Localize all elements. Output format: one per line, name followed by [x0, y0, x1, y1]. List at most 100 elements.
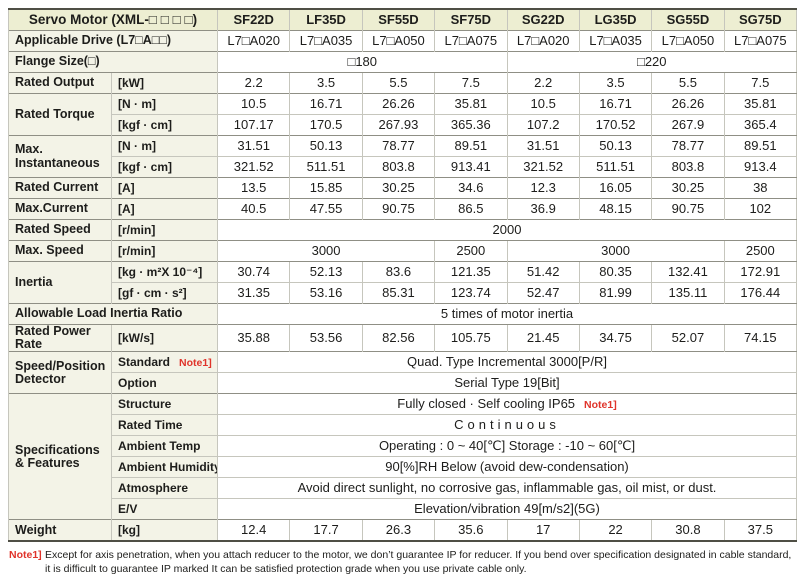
- value-cell: 31.35: [216, 282, 290, 304]
- value-cell: 51.42: [506, 261, 580, 283]
- sub-label: [kg · m²X 10⁻⁴]: [111, 261, 218, 283]
- column-header: SG75D: [723, 9, 797, 31]
- sub-label: [A]: [111, 177, 218, 199]
- sub-label: Standard Note1]: [111, 351, 218, 373]
- sub-label: [kgf · cm]: [111, 114, 218, 136]
- sub-label: Atmosphere: [111, 477, 218, 499]
- value-cell: 3000: [506, 240, 725, 262]
- column-header: LF35D: [289, 9, 363, 31]
- sub-label: Structure: [111, 393, 218, 415]
- value-cell: 31.51: [506, 135, 580, 157]
- sub-label: [kgf · cm]: [111, 156, 218, 178]
- value-cell: L7□A020: [216, 30, 290, 52]
- row-label: Rated Output: [8, 72, 112, 94]
- value-cell: 2000: [217, 219, 797, 241]
- spec-table: Servo Motor (XML-□ □ □ □) SF22D LF35D SF55D…: [8, 8, 797, 543]
- value-cell: 16.71: [289, 93, 363, 115]
- value-cell: 89.51: [723, 135, 797, 157]
- value-cell: 3000: [216, 240, 435, 262]
- value-cell: Continuous: [217, 414, 797, 436]
- column-header: SF22D: [216, 9, 290, 31]
- value-cell: 511.51: [289, 156, 363, 178]
- value-cell: Avoid direct sunlight, no corrosive gas,…: [217, 477, 797, 499]
- value-cell: 2.2: [216, 72, 290, 94]
- sub-label: Ambient Humidity: [111, 456, 218, 478]
- value-cell: 37.5: [723, 519, 797, 542]
- value-cell: 105.75: [434, 323, 507, 352]
- value-cell: 35.81: [723, 93, 797, 115]
- value-cell: 90.75: [361, 198, 435, 220]
- value-cell: 30.8: [651, 519, 725, 542]
- value-cell: 135.11: [651, 282, 725, 304]
- value-cell: 913.41: [434, 156, 507, 178]
- sub-label: [kW/s]: [111, 323, 218, 352]
- value-cell: Fully closed · Self cooling IP65 Note1]: [217, 393, 797, 415]
- footnote: Note1] Except for axis penetration, when…: [8, 548, 797, 576]
- table-title: Servo Motor (XML-□ □ □ □): [8, 9, 218, 31]
- value-cell: 321.52: [216, 156, 290, 178]
- value-cell: 52.47: [506, 282, 580, 304]
- value-cell: 22: [578, 519, 652, 542]
- value-cell: 5.5: [361, 72, 435, 94]
- value-cell: L7□A020: [506, 30, 580, 52]
- value-cell: 17.7: [289, 519, 363, 542]
- value-cell: 176.44: [723, 282, 797, 304]
- row-label: Applicable Drive (L7□A□□): [8, 30, 218, 52]
- value-cell: 170.5: [289, 114, 363, 136]
- value-cell: □220: [506, 51, 797, 73]
- value-cell: □180: [217, 51, 507, 73]
- column-header: LG35D: [578, 9, 652, 31]
- value-cell: 47.55: [289, 198, 363, 220]
- value-cell: 2.2: [506, 72, 580, 94]
- value-cell: 2500: [434, 240, 507, 262]
- value-cell: 913.4: [723, 156, 797, 178]
- column-header: SG22D: [506, 9, 580, 31]
- value-cell: 26.26: [651, 93, 725, 115]
- sub-label: [kg]: [111, 519, 218, 542]
- value-cell: 82.56: [361, 323, 435, 352]
- value-cell: 16.71: [578, 93, 652, 115]
- footnote-line: it is difficult to guarantee IP marked I…: [45, 563, 527, 576]
- value-cell: 30.25: [361, 177, 435, 199]
- value-cell: 89.51: [434, 135, 507, 157]
- row-label: Max. Instantaneous: [8, 135, 112, 178]
- value-cell: 172.91: [723, 261, 797, 283]
- value-cell: 26.26: [361, 93, 435, 115]
- value-cell: 81.99: [578, 282, 652, 304]
- value-cell: 26.3: [361, 519, 435, 542]
- value-cell: 102: [723, 198, 797, 220]
- value-cell: 34.6: [434, 177, 507, 199]
- row-label: Flange Size(□): [8, 51, 218, 73]
- value-cell: 53.16: [289, 282, 363, 304]
- value-cell: 34.75: [578, 323, 652, 352]
- row-label: Specifications & Features: [8, 393, 112, 520]
- value-cell: 17: [506, 519, 580, 542]
- value-cell: 10.5: [506, 93, 580, 115]
- sub-label: [kW]: [111, 72, 218, 94]
- value-cell: 53.56: [289, 323, 363, 352]
- value-cell: 321.52: [506, 156, 580, 178]
- value-cell: Quad. Type Incremental 3000[P/R]: [217, 351, 797, 373]
- value-cell: Elevation/vibration 49[m/s2](5G): [217, 498, 797, 520]
- sub-label: [N · m]: [111, 93, 218, 115]
- sub-label: [N · m]: [111, 135, 218, 157]
- value-cell: 85.31: [361, 282, 435, 304]
- row-label: Rated Power Rate: [8, 323, 112, 352]
- footnote-text: Except for axis penetration, when you at…: [45, 548, 791, 576]
- sub-label: Ambient Temp: [111, 435, 218, 457]
- row-label: Max.Current: [8, 198, 112, 220]
- value-cell: 48.15: [578, 198, 652, 220]
- row-label: Weight: [8, 519, 112, 542]
- footnote-label: Note1]: [9, 549, 42, 562]
- value-cell: 365.36: [434, 114, 507, 136]
- value-cell: 78.77: [651, 135, 725, 157]
- value-cell: 10.5: [216, 93, 290, 115]
- row-label: Rated Torque: [8, 93, 112, 136]
- value-cell: 3.5: [578, 72, 652, 94]
- value-cell: 12.3: [506, 177, 580, 199]
- value-cell: 123.74: [434, 282, 507, 304]
- value-cell: 50.13: [289, 135, 363, 157]
- value-cell: L7□A050: [361, 30, 435, 52]
- value-cell: 40.5: [216, 198, 290, 220]
- value-cell: 16.05: [578, 177, 652, 199]
